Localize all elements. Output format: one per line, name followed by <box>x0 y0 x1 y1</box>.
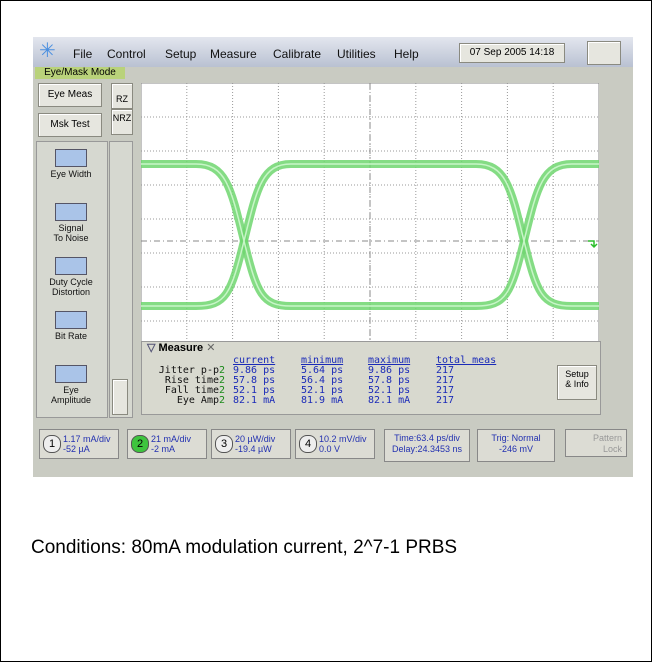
channel-offset: -52 µA <box>63 444 111 454</box>
tool-label: Eye Width <box>50 169 91 179</box>
rz-toggle[interactable]: RZ <box>111 83 133 109</box>
logo: ✳ <box>39 41 56 61</box>
menu-item[interactable]: Control <box>107 47 146 61</box>
menu-item[interactable]: Help <box>394 47 419 61</box>
trigger-button[interactable]: Trig: Normal-246 mV <box>477 429 555 462</box>
tool-icon <box>55 311 87 329</box>
channel-number: 4 <box>299 435 317 453</box>
trigger-button-text: -246 mV <box>478 444 554 455</box>
channel-number: 2 <box>131 435 149 453</box>
measure-title: ▽ Measure ✕ <box>147 341 215 354</box>
menu-item[interactable]: Measure <box>210 47 257 61</box>
timebase-button-text: Delay:24.3453 ns <box>385 444 469 455</box>
trigger-button-text: Trig: Normal <box>478 433 554 444</box>
tool-label: Bit Rate <box>55 331 87 341</box>
measure-title-text: Measure <box>159 342 204 354</box>
measure-value: 81.9 mA <box>301 395 343 406</box>
tool-icon <box>55 257 87 275</box>
tool-icon <box>55 203 87 221</box>
tool-button[interactable]: Bit Rate <box>38 309 104 359</box>
channel-number: 1 <box>43 435 61 453</box>
menu-item[interactable]: File <box>73 47 92 61</box>
channel-scale: 20 µW/div <box>235 434 275 444</box>
tool-label: Signal To Noise <box>53 223 88 243</box>
measure-value: 82.1 mA <box>368 395 410 406</box>
channel-scale: 10.2 mV/div <box>319 434 367 444</box>
measure-label: Eye Amp <box>151 395 219 406</box>
measure-value: 82.1 mA <box>233 395 275 406</box>
channel-scale: 1.17 mA/div <box>63 434 111 444</box>
measure-value: 217 <box>436 395 454 406</box>
tool-icon <box>55 149 87 167</box>
page: ✳ 07 Sep 2005 14:18 Eye/Mask Mode Eye Me… <box>0 0 652 662</box>
pattern-lock-button[interactable]: Pattern Lock <box>565 429 627 457</box>
channel-scale: 21 mA/div <box>151 434 191 444</box>
channel-offset: -19.4 µW <box>235 444 275 454</box>
measure-source: 2 <box>219 395 225 406</box>
mode-tab: Eye/Mask Mode <box>35 67 125 79</box>
channel-offset: 0.0 V <box>319 444 367 454</box>
tool-button[interactable]: Duty Cycle Distortion <box>38 255 104 305</box>
eye-display <box>141 83 599 355</box>
tool-label: Duty Cycle Distortion <box>49 277 93 297</box>
tool-label: Eye Amplitude <box>51 385 91 405</box>
menu-item[interactable]: Utilities <box>337 47 376 61</box>
tool-icon <box>55 365 87 383</box>
setup-info-button[interactable]: Setup & Info <box>557 365 597 400</box>
timebase-button-text: Time:63.4 ps/div <box>385 433 469 444</box>
scroll-thumb[interactable] <box>112 379 128 415</box>
menu-item[interactable]: Calibrate <box>273 47 321 61</box>
channel-offset: -2 mA <box>151 444 191 454</box>
tool-button[interactable]: Eye Width <box>38 147 104 197</box>
eye-meas-button[interactable]: Eye Meas <box>38 83 102 107</box>
scrollbar <box>109 141 133 418</box>
mask-test-button[interactable]: Msk Test <box>38 113 102 137</box>
display-button[interactable] <box>587 41 621 65</box>
caption: Conditions: 80mA modulation current, 2^7… <box>31 537 457 559</box>
menu-item[interactable]: Setup <box>165 47 196 61</box>
tool-button[interactable]: Signal To Noise <box>38 201 104 251</box>
tool-button[interactable]: Eye Amplitude <box>38 363 104 413</box>
nrz-toggle[interactable]: NRZ <box>111 109 133 135</box>
channel-number: 3 <box>215 435 233 453</box>
datetime: 07 Sep 2005 14:18 <box>459 43 565 63</box>
